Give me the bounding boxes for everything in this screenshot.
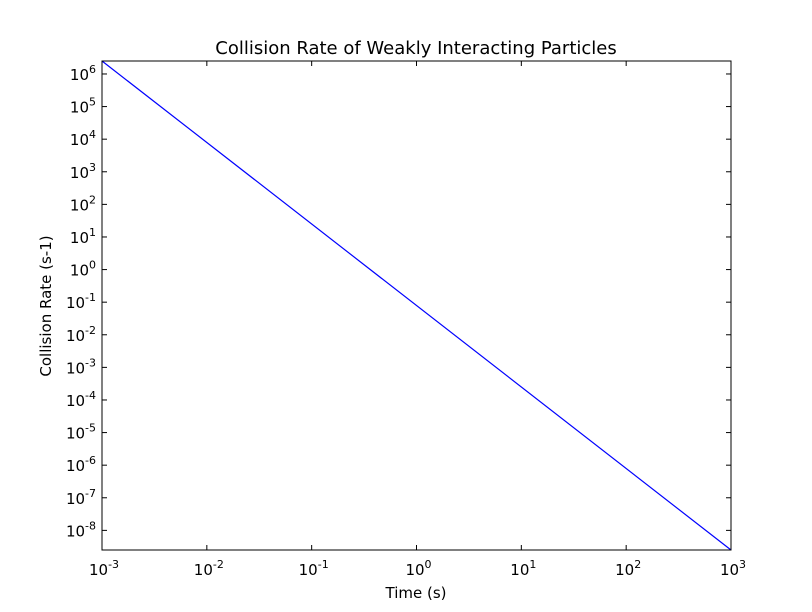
x-tick-label: 10-1 (299, 558, 329, 579)
x-tick-label: 101 (510, 558, 536, 579)
y-axis-label: Collision Rate (s-1) (37, 235, 55, 376)
x-axis: 10-3 10-2 10-1 100 101 102 103 (89, 61, 746, 579)
x-tick-label: 10-2 (194, 558, 224, 579)
y-tick-label: 10-3 (66, 356, 96, 377)
chart-title: Collision Rate of Weakly Interacting Par… (215, 38, 617, 59)
y-axis: 106 105 104 103 102 101 100 10-1 10-2 10-3 10-4 10-… (66, 63, 731, 540)
y-tick-label: 10-7 (66, 487, 96, 508)
series-line-0 (101, 60, 732, 551)
y-tick-label: 101 (70, 226, 96, 247)
y-tick-label: 10-5 (66, 422, 96, 443)
x-tick-label: 10-3 (89, 558, 119, 579)
y-tick-label: 10-6 (66, 454, 96, 475)
y-tick-label: 103 (70, 161, 96, 182)
plot-area (101, 60, 732, 551)
y-tick-label: 105 (70, 96, 96, 117)
x-axis-label: Time (s) (385, 584, 447, 602)
y-tick-label: 104 (70, 128, 96, 149)
y-tick-label: 10-8 (66, 519, 96, 540)
x-tick-label: 102 (615, 558, 641, 579)
y-tick-label: 10-1 (66, 291, 96, 312)
y-tick-label: 102 (70, 193, 96, 214)
y-tick-label: 10-2 (66, 324, 96, 345)
x-tick-label: 103 (720, 558, 746, 579)
y-tick-label: 10-4 (66, 389, 96, 410)
y-tick-label: 106 (70, 63, 96, 84)
x-tick-label: 100 (405, 558, 431, 579)
y-tick-label: 100 (70, 259, 96, 280)
